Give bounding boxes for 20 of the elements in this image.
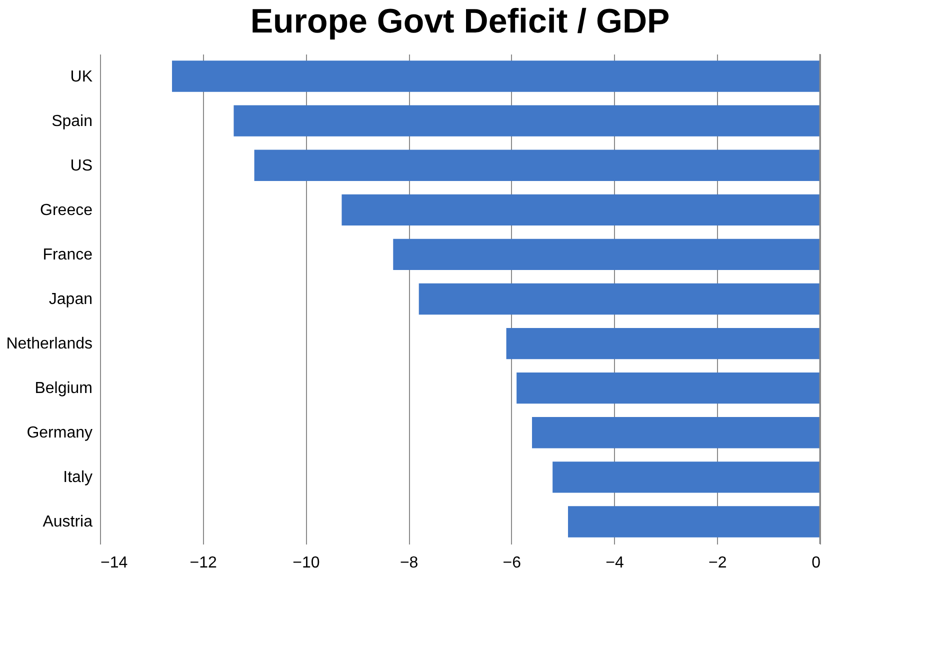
y-tick-label: Spain [52,112,92,130]
y-tick-label: Netherlands [6,336,92,353]
x-tick-label: −10 [292,554,320,572]
x-tick-label: −6 [502,554,522,572]
x-tick-label: −4 [606,554,624,572]
y-tick-label: Austria [42,514,93,531]
x-tick-label: −14 [100,554,128,572]
x-tick-label: −8 [400,554,418,572]
y-tick-label: Japan [48,291,92,308]
y-tick-label: Germany [26,424,92,442]
y-tick-label: Belgium [34,380,92,398]
y-tick-label: Greece [40,202,93,219]
y-tick-label: Italy [63,469,92,486]
x-tick-label: 0 [812,554,821,572]
y-tick-label: US [70,157,92,174]
x-tick-label: −2 [708,554,727,572]
chart-title: Europe Govt Deficit / GDP [250,2,670,40]
y-tick-label: France [42,246,93,264]
x-tick-label: −12 [190,554,218,572]
y-tick-label: UK [70,68,93,86]
